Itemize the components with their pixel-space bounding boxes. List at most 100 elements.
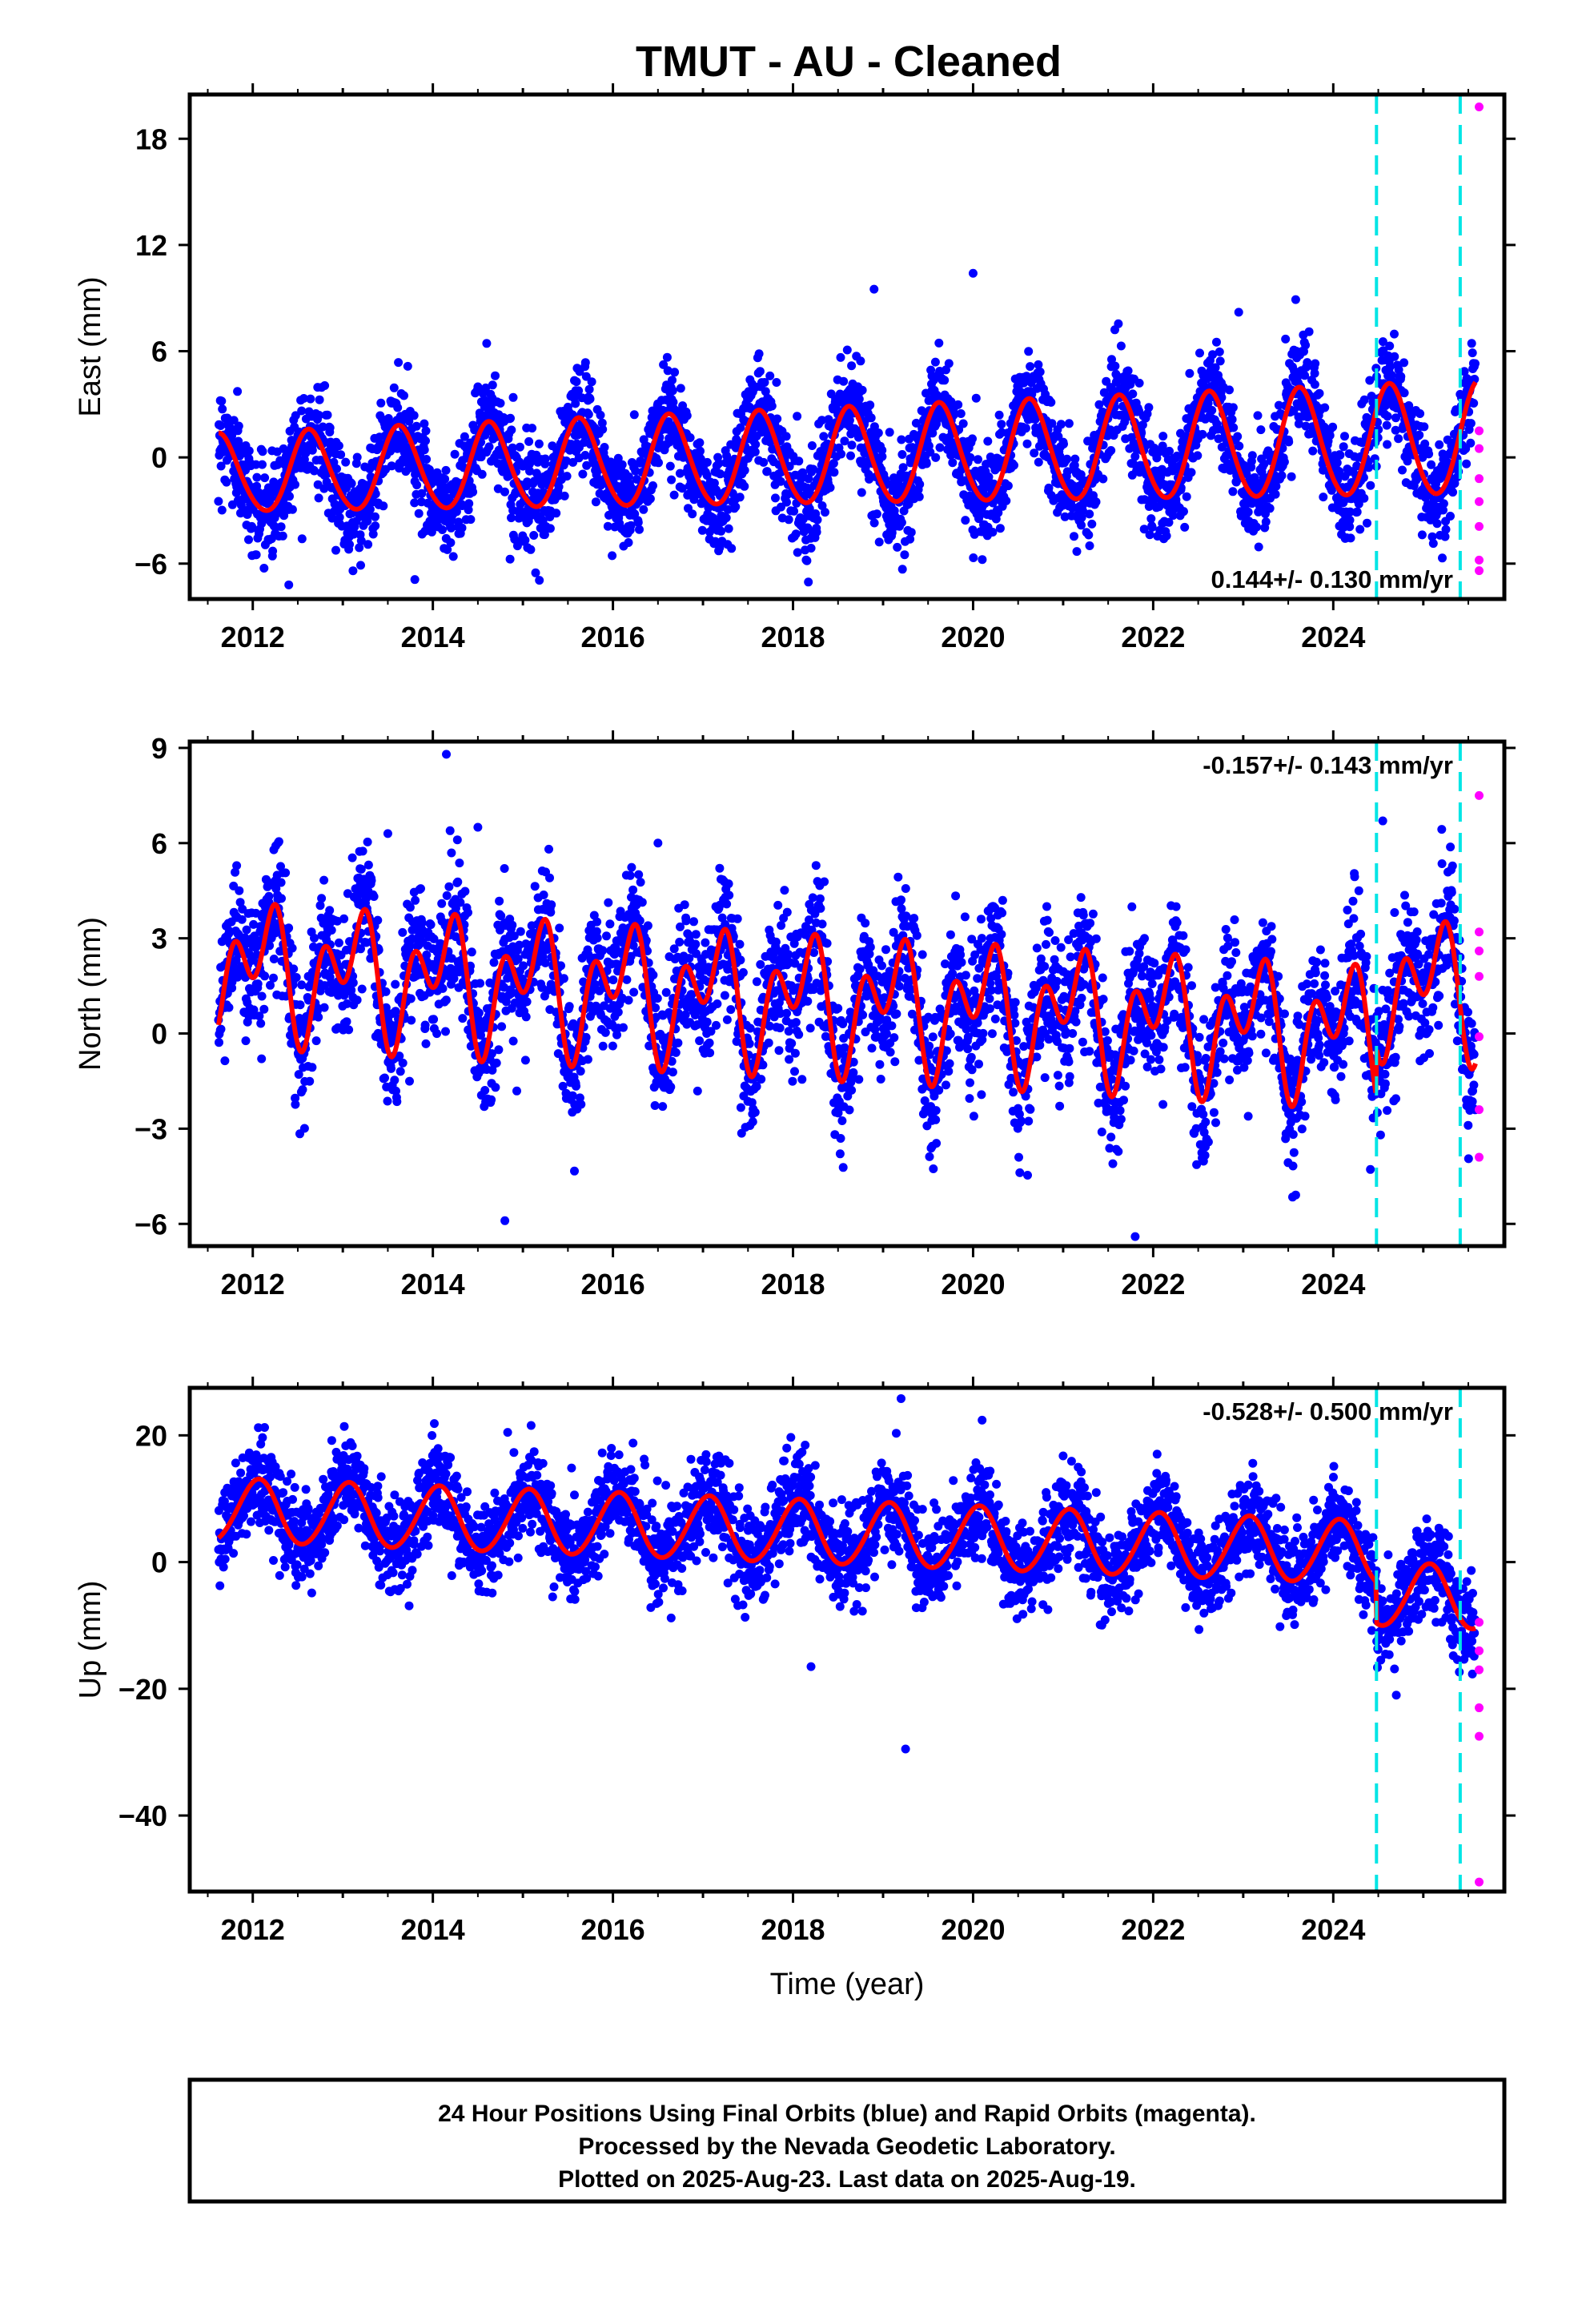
data-point [217,505,227,515]
data-point [702,471,712,480]
data-point [524,436,534,446]
data-point [447,848,456,858]
data-point [1404,401,1414,410]
data-point [320,381,330,390]
data-point [381,987,391,996]
outlier-point [869,284,879,294]
data-point [297,980,307,990]
data-point [576,1100,586,1109]
data-point [567,1046,576,1055]
data-point [946,397,956,407]
data-point [765,371,775,380]
data-point [1383,412,1392,421]
data-point [1084,530,1094,540]
data-point [634,870,644,879]
data-point [667,1056,677,1066]
data-point [793,548,802,557]
data-point [325,423,335,432]
rapid-point [1475,497,1484,506]
data-point [677,484,687,493]
data-point [426,920,436,930]
data-point [342,999,351,1008]
data-point [628,941,638,950]
data-point [217,396,227,406]
data-point [554,482,564,492]
rapid-point [1475,521,1484,531]
data-point [639,505,648,514]
data-point [371,489,380,499]
data-point [592,917,602,927]
data-point [291,480,299,489]
outlier-point [968,268,978,278]
data-point [1366,480,1375,490]
data-point [368,529,378,539]
data-point [1471,359,1480,368]
data-point [526,457,536,466]
data-point [629,410,639,420]
data-point [1035,367,1045,376]
data-point [1229,423,1239,432]
data-point [630,509,640,519]
data-point [773,414,782,424]
data-point [1114,319,1123,328]
data-point [220,1056,230,1066]
data-point [249,919,259,929]
data-point [825,483,835,493]
data-point [807,441,817,450]
data-point [1277,471,1287,480]
data-point [1364,463,1373,472]
data-point [235,898,245,907]
data-point [781,432,791,441]
data-point [676,922,685,931]
data-point [643,921,652,931]
data-point [689,495,699,505]
data-point [750,447,760,456]
data-point [821,508,829,517]
data-point [789,506,799,516]
y-axis-label: East (mm) [74,276,107,416]
data-point [1466,419,1476,428]
data-point [980,484,990,493]
data-point [457,523,467,533]
data-point [668,376,677,385]
data-point [380,1073,389,1083]
data-point [857,385,867,395]
data-point [1448,488,1458,497]
data-point [507,425,516,435]
data-point [697,525,707,535]
data-point [1182,492,1191,501]
x-tick-label: 2014 [401,621,465,653]
data-point [636,878,645,887]
data-point [784,515,793,525]
data-point [314,1012,323,1022]
data-point [1328,422,1338,432]
data-point [1279,457,1289,467]
data-point [604,510,613,520]
data-point [1225,385,1234,395]
data-point [440,474,450,484]
data-point [515,442,524,452]
data-point [1335,450,1345,460]
data-point [736,423,745,432]
data-point [284,923,294,933]
data-point [252,472,262,482]
data-point [591,497,600,507]
data-point [1345,516,1355,525]
data-point [1195,348,1204,358]
data-point [477,469,487,479]
data-point [508,920,517,930]
data-point [420,419,429,428]
data-point [740,481,749,491]
data-point [429,1015,439,1024]
data-point [545,873,554,883]
data-point [1228,487,1238,497]
data-point [1034,457,1043,467]
data-point [666,1082,676,1092]
data-point [421,426,431,436]
data-point [357,984,367,994]
data-point [1359,395,1369,404]
data-point [673,1038,683,1047]
data-point [1164,517,1174,527]
data-point [961,516,970,525]
data-point [897,565,907,574]
